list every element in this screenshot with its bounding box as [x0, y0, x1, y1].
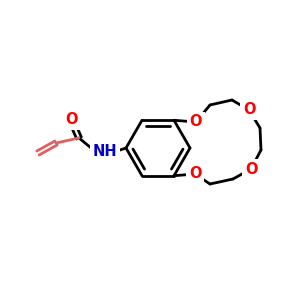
- Text: O: O: [190, 115, 202, 130]
- Text: O: O: [189, 167, 201, 182]
- Text: O: O: [243, 103, 255, 118]
- Text: O: O: [66, 112, 78, 128]
- Text: O: O: [245, 161, 257, 176]
- Text: NH: NH: [93, 145, 117, 160]
